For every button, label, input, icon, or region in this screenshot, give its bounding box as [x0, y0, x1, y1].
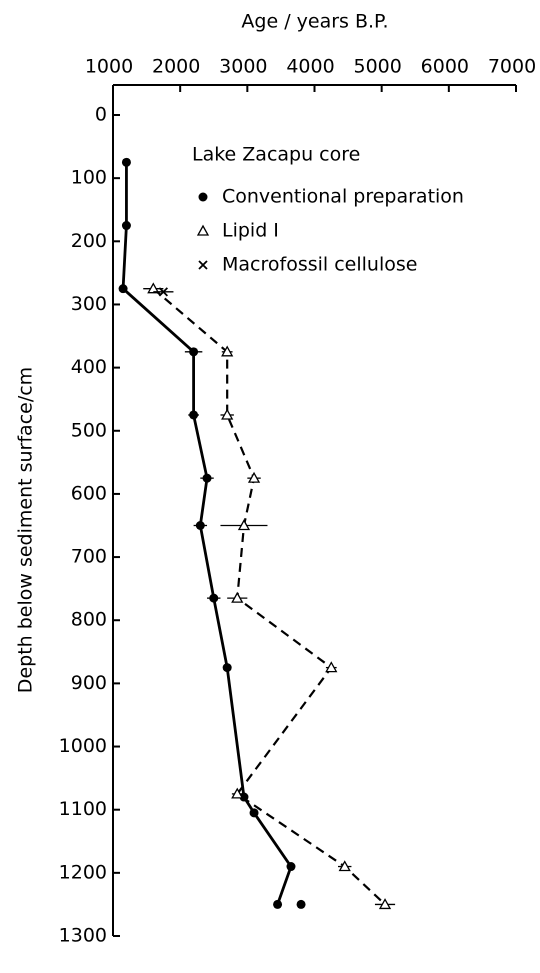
x-tick-label: 6000	[421, 56, 469, 78]
x-tick-label: 7000	[488, 56, 536, 78]
y-tick-label: 1300	[59, 925, 107, 947]
y-axis-label: Depth below sediment surface/cm	[15, 367, 37, 693]
x-tick-label: 3000	[219, 56, 267, 78]
point	[338, 860, 351, 872]
point	[231, 787, 244, 799]
x-tick-label: 5000	[353, 56, 401, 78]
y-tick-label: 200	[71, 230, 107, 252]
legend-marker	[196, 224, 210, 236]
y-tick-label: 1100	[59, 798, 107, 820]
legend-label: Lipid I	[222, 220, 279, 242]
y-tick-label: 500	[71, 419, 107, 441]
point	[189, 347, 199, 357]
legend-label: Conventional preparation	[222, 186, 464, 208]
y-tick-label: 900	[71, 672, 107, 694]
point	[221, 408, 234, 420]
x-axis-label: Age / years B.P.	[241, 11, 388, 33]
y-tick-label: 0	[95, 104, 107, 126]
x-tick-label: 2000	[152, 56, 200, 78]
point	[118, 284, 128, 294]
y-tick-label: 700	[71, 546, 107, 568]
point	[273, 899, 283, 909]
point	[296, 899, 306, 909]
x-tick-label: 1000	[85, 56, 133, 78]
point	[195, 521, 205, 530]
x-tick-label: 4000	[286, 56, 334, 78]
point	[121, 157, 131, 167]
point	[249, 808, 259, 818]
y-tick-label: 800	[71, 609, 107, 631]
point	[222, 663, 232, 673]
point	[147, 282, 160, 294]
y-tick-label: 600	[71, 482, 107, 504]
y-tick-label: 300	[71, 293, 107, 315]
point	[286, 862, 296, 872]
legend-marker	[198, 260, 208, 270]
y-tick-label: 100	[71, 167, 107, 189]
legend-label: Macrofossil cellulose	[222, 254, 417, 276]
point	[158, 287, 169, 297]
point	[189, 410, 199, 420]
point	[121, 221, 131, 231]
series-line	[152, 287, 386, 906]
point	[209, 593, 219, 603]
y-tick-label: 1000	[59, 735, 107, 757]
point	[231, 591, 244, 603]
y-tick-label: 400	[71, 356, 107, 378]
point	[325, 661, 338, 673]
point	[247, 471, 261, 483]
point	[378, 898, 392, 910]
point	[237, 519, 251, 531]
point	[202, 473, 212, 483]
y-tick-label: 1200	[59, 861, 107, 883]
legend-marker	[198, 192, 208, 202]
point	[221, 345, 234, 357]
legend-title: Lake Zacapu core	[192, 144, 360, 166]
